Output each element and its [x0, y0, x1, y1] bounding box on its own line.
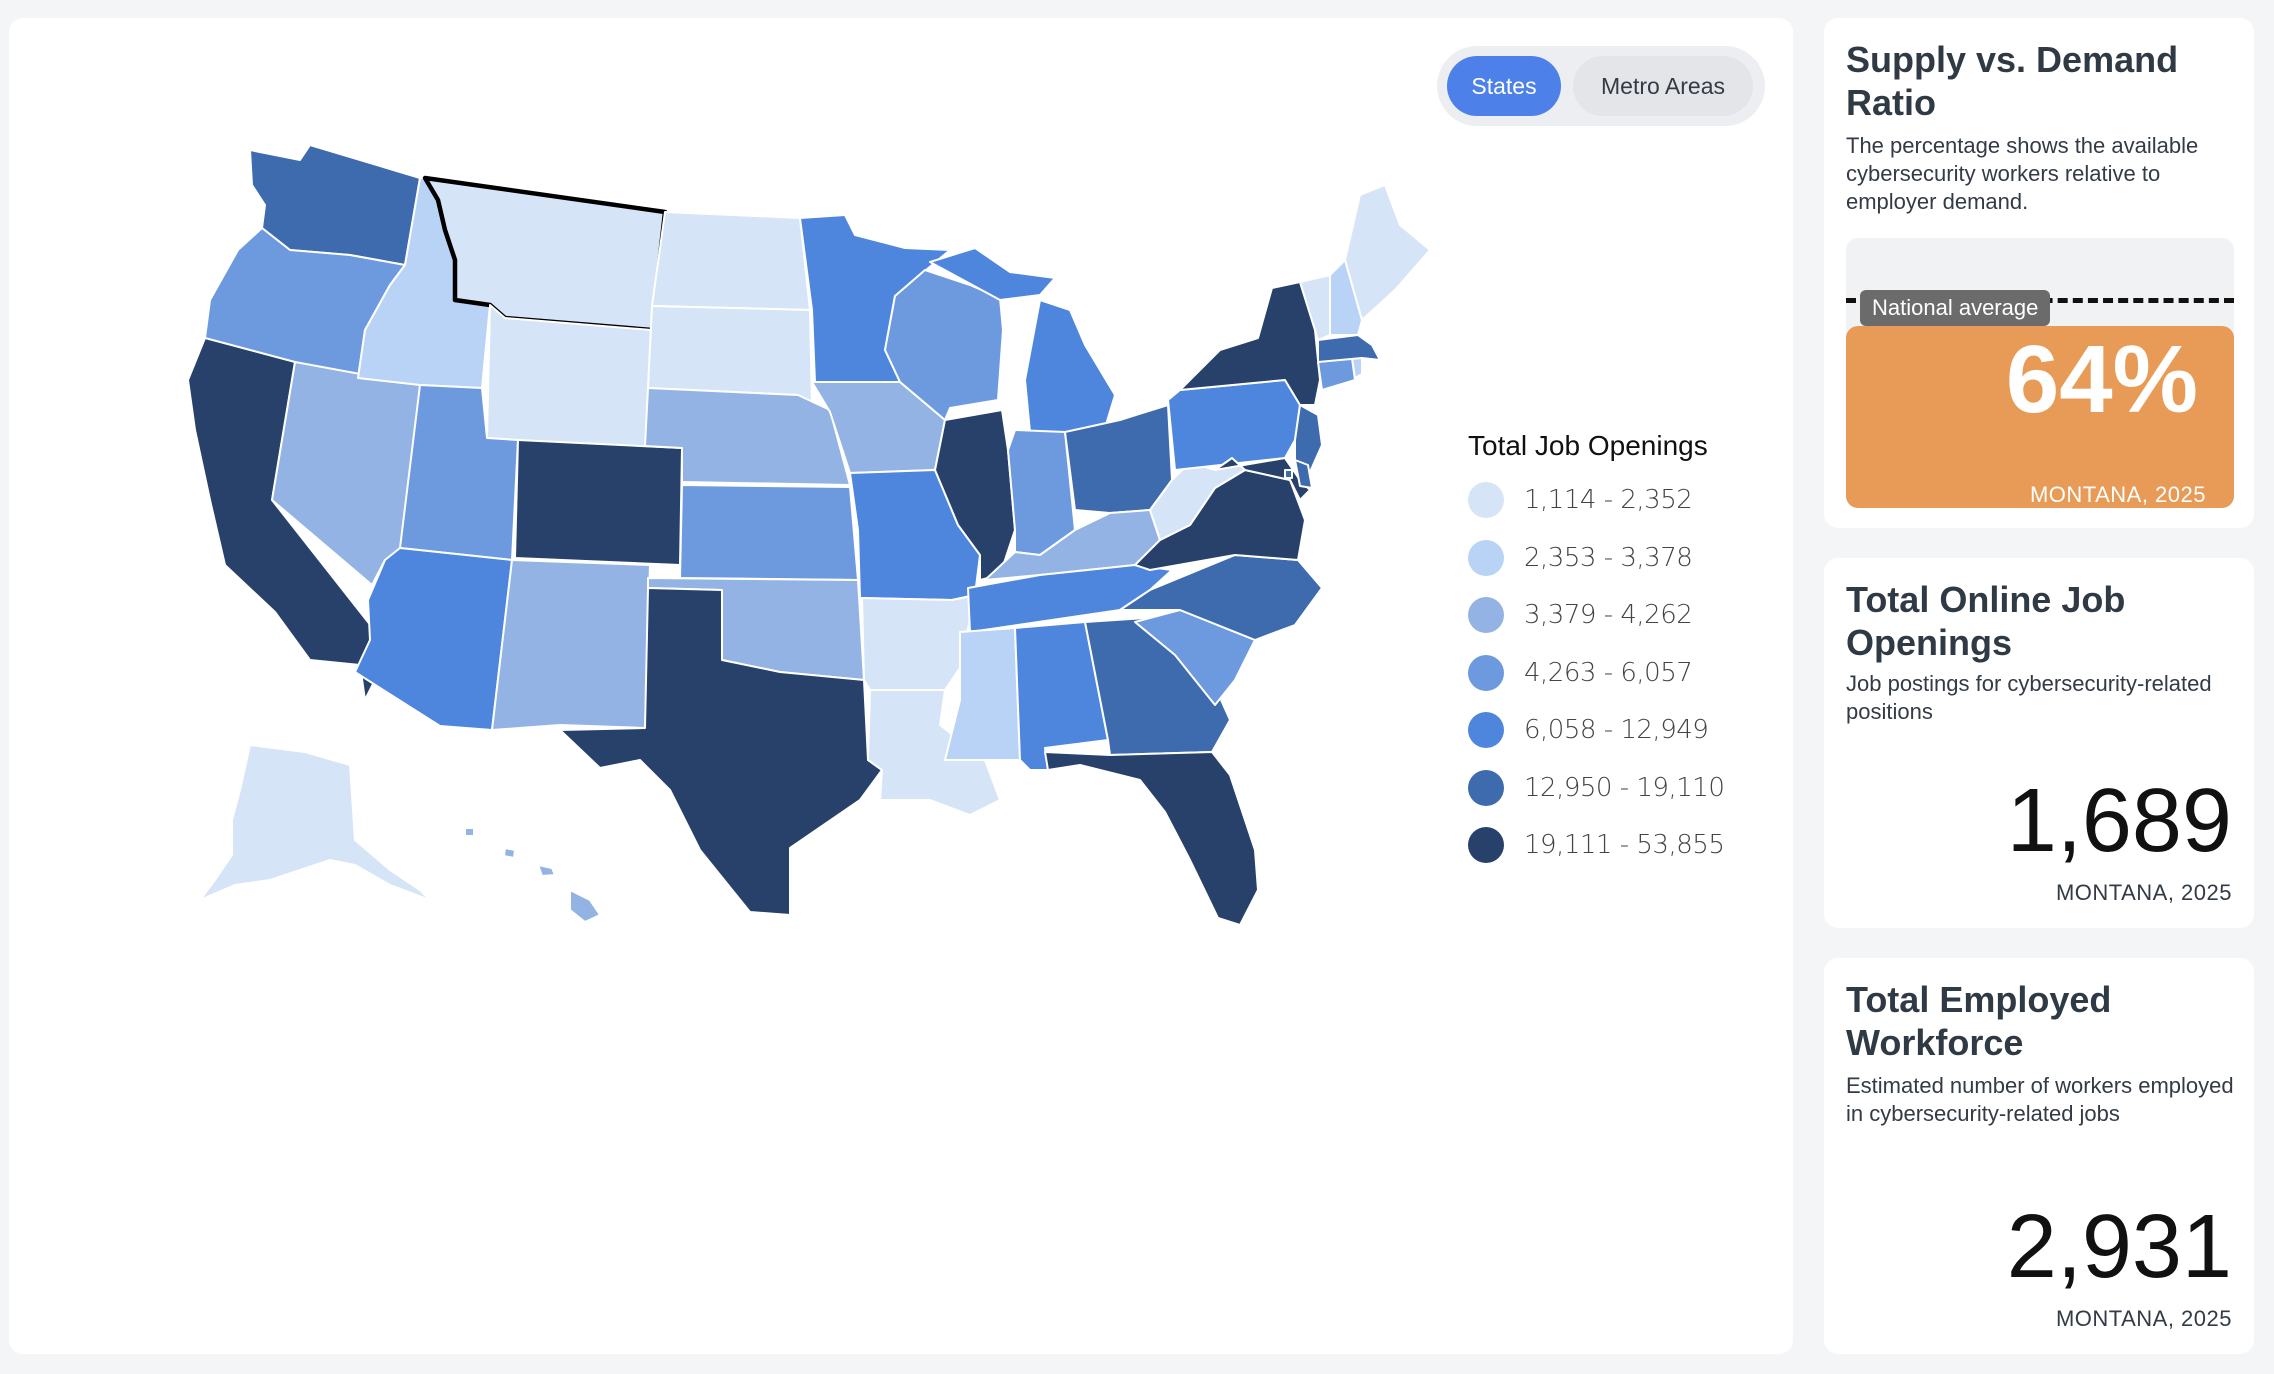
legend-item: 1,114 - 2,352 — [1468, 482, 1768, 540]
state-tennessee[interactable] — [967, 564, 1173, 633]
supply-demand-card: Supply vs. Demand Ratio The percentage s… — [1824, 18, 2254, 528]
state-new-mexico[interactable] — [491, 559, 651, 731]
state-new-hampshire[interactable] — [1329, 259, 1363, 336]
state-connecticut[interactable] — [1317, 357, 1356, 391]
state-delaware[interactable] — [1294, 459, 1313, 489]
legend-item: 4,263 - 6,057 — [1468, 654, 1768, 713]
legend-label: 3,379 - 4,262 — [1524, 600, 1693, 630]
legend-label: 1,114 - 2,352 — [1524, 485, 1693, 515]
state-pennsylvania[interactable] — [1167, 379, 1301, 471]
legend-label: 19,111 - 53,855 — [1524, 830, 1725, 860]
legend-item: 19,111 - 53,855 — [1468, 827, 1768, 885]
state-hawaii-oahu[interactable] — [503, 847, 516, 859]
state-michigan-upper[interactable] — [929, 247, 1056, 301]
legend-label: 2,353 - 3,378 — [1524, 542, 1693, 573]
ratio-subtitle: MONTANA, 2025 — [2029, 482, 2206, 507]
map-legend: Total Job Openings 1,114 - 2,352 2,353 - … — [1468, 430, 1768, 885]
card-title: Total Employed Workforce — [1846, 979, 2112, 1063]
state-hawaii-maui[interactable] — [537, 864, 556, 877]
state-kansas[interactable] — [679, 484, 859, 581]
legend-item: 12,950 - 19,110 — [1468, 769, 1768, 828]
ratio-bar: National average 64% MONTANA, 2025 — [1846, 238, 2234, 508]
national-average-tag: National average — [1860, 290, 2051, 326]
state-texas[interactable] — [559, 587, 883, 916]
state-florida[interactable] — [1044, 751, 1259, 926]
ratio-fill — [1846, 326, 2234, 508]
workforce-value: 2,931 — [2006, 1197, 2232, 1297]
metro-areas-toggle-button[interactable]: Metro Areas — [1573, 56, 1753, 116]
state-hawaii-kauai[interactable] — [464, 827, 475, 837]
card-description: The percentage shows the available cyber… — [1846, 133, 2199, 214]
legend-item: 6,058 - 12,949 — [1468, 712, 1768, 770]
legend-swatch — [1468, 482, 1504, 518]
workforce-card: Total Employed Workforce Estimated numbe… — [1824, 958, 2254, 1354]
state-vermont[interactable] — [1299, 274, 1331, 341]
legend-label: 6,058 - 12,949 — [1524, 715, 1709, 745]
legend-label: 12,950 - 19,110 — [1524, 772, 1725, 803]
legend-swatch — [1468, 827, 1504, 863]
states-toggle-button[interactable]: States — [1447, 56, 1561, 116]
state-michigan[interactable] — [1024, 299, 1116, 433]
legend-swatch — [1468, 597, 1504, 633]
us-map — [187, 144, 1431, 926]
state-maine[interactable] — [1344, 184, 1431, 321]
card-title: Total Online Job Openings — [1846, 579, 2126, 663]
state-north-dakota[interactable] — [651, 211, 811, 311]
job-openings-value: 1,689 — [2006, 771, 2232, 871]
state-dc[interactable] — [1284, 469, 1293, 479]
ratio-value: 64% — [2005, 326, 2198, 433]
state-louisiana[interactable] — [867, 689, 1001, 816]
legend-swatch — [1468, 712, 1504, 748]
legend-item: 3,379 - 4,262 — [1468, 597, 1768, 655]
card-title: Supply vs. Demand Ratio — [1846, 39, 2179, 123]
job-openings-subtitle: MONTANA, 2025 — [2055, 880, 2232, 905]
view-toggle: States Metro Areas — [1437, 46, 1765, 126]
state-wisconsin[interactable] — [884, 269, 1004, 421]
workforce-subtitle: MONTANA, 2025 — [2055, 1306, 2232, 1331]
card-description: Job postings for cybersecurity-related p… — [1846, 671, 2212, 724]
legend-swatch — [1468, 769, 1504, 806]
job-openings-card: Total Online Job Openings Job postings f… — [1824, 558, 2254, 928]
state-nebraska[interactable] — [644, 387, 851, 486]
state-alaska[interactable] — [199, 744, 431, 901]
state-maryland[interactable] — [1214, 457, 1311, 501]
state-colorado[interactable] — [514, 439, 683, 566]
state-hawaii-big[interactable] — [569, 889, 601, 923]
state-north-carolina[interactable] — [1119, 554, 1323, 641]
legend-swatch — [1468, 539, 1504, 576]
state-massachusetts[interactable] — [1317, 334, 1381, 363]
state-arkansas[interactable] — [861, 594, 976, 691]
legend-label: 4,263 - 6,057 — [1524, 657, 1693, 688]
legend-swatch — [1468, 654, 1504, 691]
card-description: Estimated number of workers employed in … — [1846, 1073, 2234, 1126]
state-arizona[interactable] — [354, 547, 513, 731]
legend-item: 2,353 - 3,378 — [1468, 539, 1768, 598]
legend-title: Total Job Openings — [1468, 430, 1708, 461]
